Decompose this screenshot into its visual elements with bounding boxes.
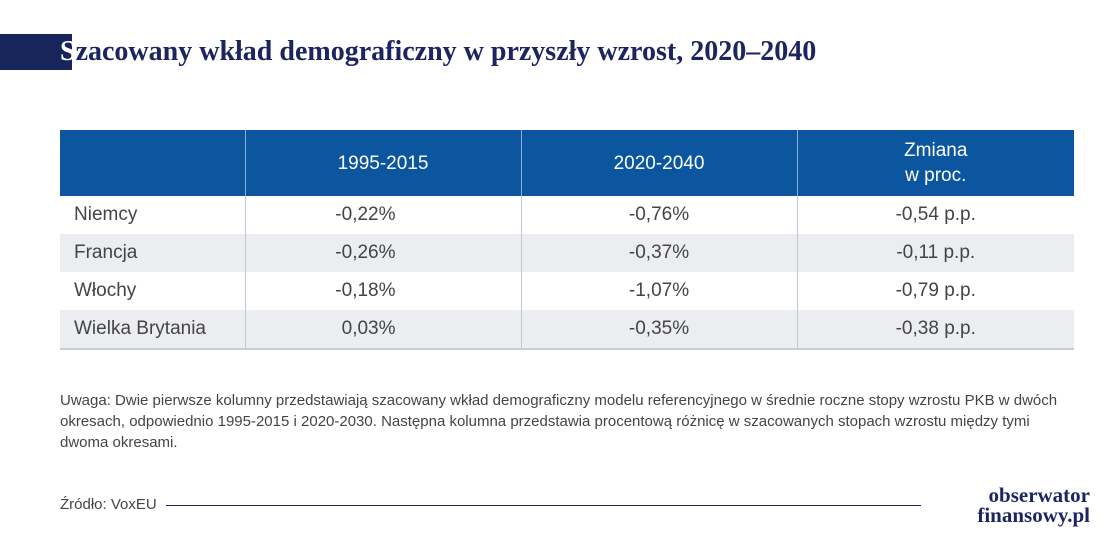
value-2020-2040: -0,76% [520,196,797,234]
header-country [60,130,245,196]
value-1995-2015: 0,03% [244,310,521,350]
source-label: Źródło: VoxEU [60,496,157,513]
header-change-line1: Zmiana [904,140,968,161]
value-change: -0,54 p.p. [796,196,1074,234]
value-2020-2040: -0,35% [520,310,797,350]
header-2020-2040: 2020-2040 [520,130,797,196]
data-table: 1995-2015 2020-2040 Zmiana w proc. Niemc… [60,130,1074,350]
header-change: Zmiana w proc. [796,130,1074,196]
table-row: Niemcy -0,22% -0,76% -0,54 p.p. [60,196,1074,234]
value-1995-2015: -0,26% [244,234,521,272]
value-1995-2015: -0,18% [244,272,521,310]
footnote: Uwaga: Dwie pierwsze kolumny przedstawia… [60,392,1058,451]
table-header-row: 1995-2015 2020-2040 Zmiana w proc. [60,130,1074,196]
value-2020-2040: -1,07% [520,272,797,310]
page-title: Szacowany wkład demograficzny w przyszły… [60,34,816,70]
header-1995-2015: 1995-2015 [244,130,521,196]
value-1995-2015: -0,22% [244,196,521,234]
brand-logo: obserwator finansowy.pl [930,483,1090,527]
country-cell: Włochy [60,272,245,310]
table-row: Wielka Brytania 0,03% -0,35% -0,38 p.p. [60,310,1074,350]
country-cell: Francja [60,234,245,272]
logo-line2: finansowy.pl [977,503,1090,527]
country-cell: Niemcy [60,196,245,234]
title-text: zacowany wkład demograficzny w przyszły … [75,36,817,67]
logo-line1: obserwator [988,483,1090,507]
value-change: -0,79 p.p. [796,272,1074,310]
value-change: -0,38 p.p. [796,310,1074,350]
footer-divider [166,505,921,506]
title-first-letter: S [60,36,76,67]
value-2020-2040: -0,37% [520,234,797,272]
value-change: -0,11 p.p. [796,234,1074,272]
country-cell: Wielka Brytania [60,310,245,350]
header-change-line2: w proc. [905,165,967,186]
table-row: Włochy -0,18% -1,07% -0,79 p.p. [60,272,1074,310]
title-accent-bar [0,34,72,70]
table-row: Francja -0,26% -0,37% -0,11 p.p. [60,234,1074,272]
